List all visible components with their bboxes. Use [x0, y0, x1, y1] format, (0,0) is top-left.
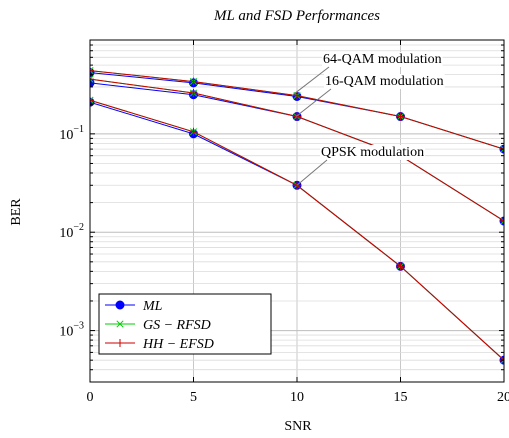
data-point-gs-rfsd [500, 217, 504, 225]
y-tick-label: 10−2 [59, 222, 84, 241]
annotation-pointer [295, 88, 332, 117]
annotation-pointer [296, 159, 328, 186]
chart-title: ML and FSD Performances [213, 8, 380, 24]
annotation-label: 64-QAM modulation [323, 52, 442, 67]
legend-marker [116, 320, 124, 328]
x-tick-label: 5 [190, 390, 197, 405]
legend-label: GS − RFSD [143, 318, 211, 333]
annotations: 64-QAM modulation 16-QAM modulation QPSK m… [291, 52, 445, 186]
data-point-gs-rfsd [90, 67, 94, 75]
y-axis-label: BER [9, 198, 24, 226]
y-tick-label: 10−3 [59, 321, 84, 340]
data-point-hh-efsd [500, 217, 504, 226]
annotation-label: 16-QAM modulation [325, 74, 444, 89]
x-axis-label: SNR [284, 419, 312, 434]
annotation-label: QPSK modulation [321, 145, 424, 160]
legend-label: HH − EFSD [142, 337, 214, 352]
annotation-box [322, 52, 443, 67]
y-tick-label: 10−1 [59, 124, 84, 143]
data-point-hh-efsd [189, 89, 198, 98]
data-point-gs-rfsd [500, 145, 504, 153]
data-point-hh-efsd [396, 112, 405, 121]
legend: ML GS − RFSD HH − EFSD [98, 293, 272, 355]
axis-ticks: 0 5 10 15 20 10−3 10−2 10−1 [59, 39, 509, 405]
x-tick-label: 0 [87, 390, 94, 405]
legend-marker [116, 339, 124, 347]
data-point-ml [90, 78, 95, 88]
legend-marker [115, 300, 125, 310]
data-point-hh-efsd [396, 262, 405, 271]
series-layer [90, 66, 504, 365]
data-point-hh-efsd [90, 66, 94, 75]
data-point-hh-efsd [189, 127, 198, 136]
data-point-gs-rfsd [90, 75, 94, 83]
data-point-hh-efsd [189, 77, 198, 86]
data-point-hh-efsd [90, 75, 94, 84]
x-tick-label: 20 [497, 390, 509, 405]
annotation-pointer [291, 66, 330, 96]
annotation-box [320, 145, 426, 160]
legend-label: ML [142, 299, 163, 314]
annotation-box [324, 74, 445, 89]
data-point-hh-efsd [90, 96, 94, 105]
x-tick-label: 10 [290, 390, 304, 405]
data-point-gs-rfsd [90, 96, 94, 104]
data-point-hh-efsd [293, 112, 301, 121]
x-tick-label: 15 [394, 390, 408, 405]
data-point-hh-efsd [293, 91, 301, 100]
